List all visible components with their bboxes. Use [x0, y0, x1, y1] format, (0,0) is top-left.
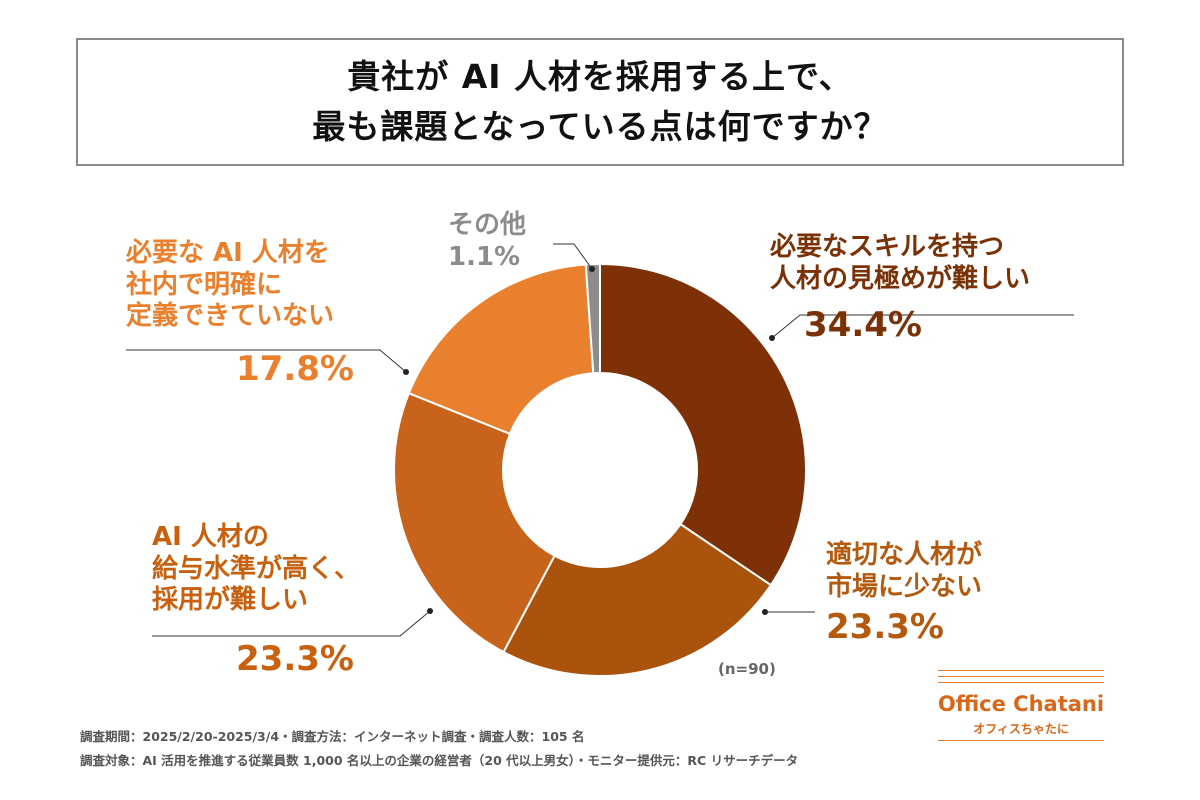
logo-rule-top-1	[938, 670, 1104, 671]
chart-title-line-2: 最も課題となっている点は何ですか？	[312, 107, 888, 146]
value-slice-2: 23.3%	[236, 639, 354, 680]
title-box: 貴社が AI 人材を採用する上で、 最も課題となっている点は何ですか？	[76, 38, 1124, 166]
label-slice-0: 必要なスキルを持つ 人材の見極めが難しい 34.4%	[770, 232, 1030, 347]
label-slice-3: 必要な AI 人材を 社内で明確に 定義できていない 17.8%	[126, 238, 354, 391]
value-slice-3: 17.8%	[236, 349, 354, 390]
label-slice-4-line-0: その他	[448, 210, 527, 240]
label-slice-3-line-1: 社内で明確に	[126, 269, 283, 300]
label-slice-1-line-0: 適切な人材が	[826, 540, 983, 570]
donut-slice-0	[599, 262, 807, 587]
label-slice-0-line-0: 必要なスキルを持つ	[770, 232, 1005, 262]
label-slice-1-line-1: 市場に少ない	[826, 571, 983, 602]
leader-line-4	[553, 243, 593, 270]
leader-dot-1	[762, 609, 768, 615]
logo-name: Office Chatani	[937, 692, 1105, 716]
leader-dot-4	[589, 266, 595, 272]
donut-slice-3	[407, 263, 595, 436]
leader-line-3	[126, 349, 407, 373]
donut-slice-4	[584, 262, 601, 375]
value-slice-4: 1.1%	[448, 241, 521, 272]
label-slice-4: その他 1.1%	[448, 210, 526, 273]
value-slice-1: 23.3%	[826, 607, 944, 648]
value-slice-0: 34.4%	[804, 305, 922, 346]
logo-rule-top-2	[938, 676, 1104, 677]
donut-slice-2	[393, 391, 556, 654]
label-slice-2-line-2: 採用が難しい	[152, 585, 309, 616]
label-slice-1: 適切な人材が 市場に少ない 23.3%	[826, 540, 982, 649]
chart-title-line-1: 貴社が AI 人材を採用する上で、	[347, 57, 853, 96]
logo: Office Chatani オフィスちゃたに	[930, 668, 1112, 744]
footer-line-1: 調査期間：2025/2/20-2025/3/4・調査方法：インターネット調査・調…	[80, 729, 585, 744]
leader-dot-3	[403, 369, 409, 375]
label-slice-2-line-0: AI 人材の	[152, 522, 269, 552]
leader-line-2	[152, 610, 431, 637]
leader-dot-0	[769, 335, 775, 341]
label-slice-3-line-0: 必要な AI 人材を	[126, 238, 330, 268]
donut-slice-1	[502, 522, 773, 677]
sample-size: (n=90)	[718, 660, 776, 678]
leader-line-0	[771, 314, 1074, 339]
label-slice-2-line-1: 給与水準が高く、	[152, 553, 361, 584]
label-slice-3-line-2: 定義できていない	[126, 301, 335, 332]
logo-rule-bottom	[938, 740, 1104, 741]
footer-line-2: 調査対象：AI 活用を推進する従業員数 1,000 名以上の企業の経営者（20 …	[80, 753, 799, 768]
leader-dot-2	[427, 608, 433, 614]
label-slice-2: AI 人材の 給与水準が高く、 採用が難しい 23.3%	[152, 522, 360, 681]
logo-sub: オフィスちゃたに	[973, 722, 1069, 736]
label-slice-0-line-1: 人材の見極めが難しい	[770, 263, 1031, 294]
logo-rule-top-3	[938, 682, 1104, 683]
